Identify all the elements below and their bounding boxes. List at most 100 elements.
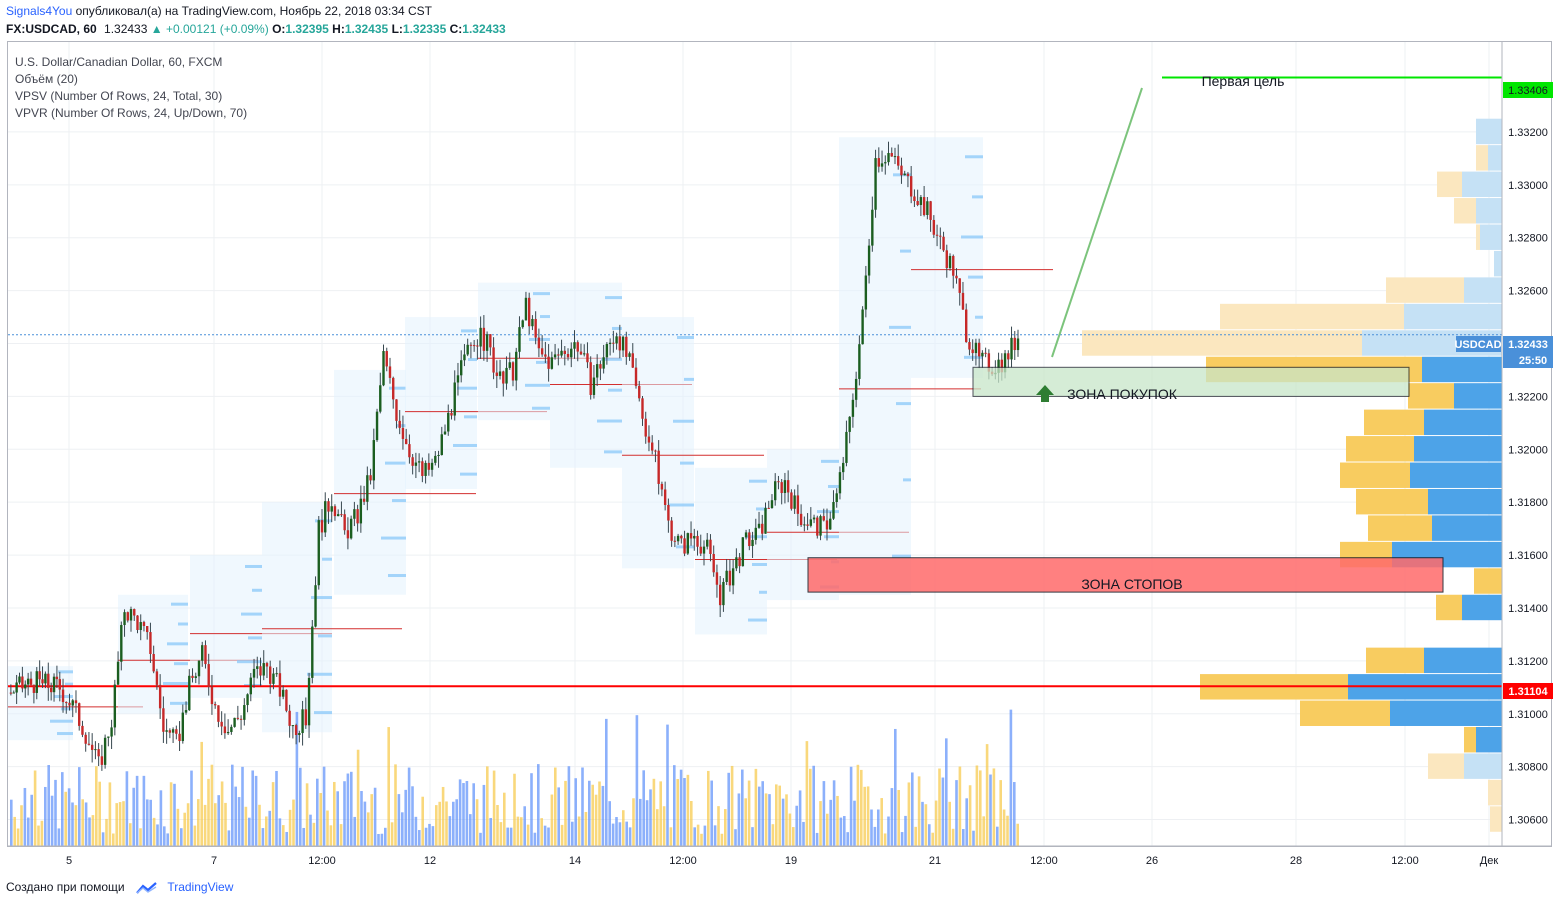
candle-body [884,162,887,164]
session-profile-bar [601,357,622,361]
volume-bar [71,802,74,846]
candle-body [754,527,757,540]
volume-bar [812,765,815,846]
candle-body [531,318,534,327]
candle-body [929,201,932,220]
volume-bar [703,825,707,846]
candle-body [508,362,511,368]
candle-body [443,431,447,435]
volume-bar [710,780,713,846]
session-profile-bar [241,612,262,616]
volume-bar [996,826,999,846]
volume-bar [985,744,989,846]
volume-bar [227,830,231,846]
candle-body [702,546,706,554]
volume-bar [363,801,367,846]
candle-body [178,733,181,742]
session-profile-bar [322,557,332,561]
volume-bar [492,770,496,846]
volume-bar [707,770,710,846]
session-profile-bar [252,588,262,592]
volume-bar [139,828,142,846]
volume-bar [815,832,819,846]
tradingview-logo-icon [136,882,157,894]
legend-vpsv[interactable]: VPSV (Number Of Rows, 24, Total, 30) [15,89,223,103]
candle-body [537,337,541,349]
candle-body [502,371,505,384]
candle-body [460,360,463,376]
candle-body [417,461,421,463]
volume-bar [149,799,152,846]
candle-body [942,236,945,251]
session-profile-bar [608,388,622,392]
symbol: FX:USDCAD, 60 [6,22,97,36]
candle-body [456,375,460,383]
volume-bar [717,806,720,846]
volume-bar [700,833,703,846]
candle-body [71,700,74,706]
candle-body [829,518,832,530]
volume-bar [907,782,911,846]
session-box [405,317,477,489]
candle-body [867,245,871,276]
candle-body [777,481,780,483]
candle-body [401,427,405,439]
open-value: 1.32395 [285,22,329,36]
volume-bar [1006,815,1009,846]
volume-bar [125,771,129,846]
candle-body [90,744,94,750]
candle-body [213,704,217,706]
volume-bar [163,826,166,846]
volume-bar [934,800,938,846]
candle-body [968,342,971,350]
price-tag-current-text: 1.32433 [1508,339,1548,351]
session-profile-bar [389,386,406,390]
volume-bar [258,804,261,846]
volume-bar [234,786,237,846]
volume-bar [628,827,632,846]
legend-title[interactable]: U.S. Dollar/Canadian Dollar, 60, FXCM [15,55,223,69]
candle-body [311,626,314,678]
candle-body [618,336,622,351]
vpvr-row-up [1408,383,1454,409]
footer-tradingview-link[interactable]: TradingView [167,880,234,894]
session-profile-bar [381,536,406,540]
session-profile-bar [759,590,767,594]
legend-volume[interactable]: Объём (20) [15,72,78,86]
zones [807,366,1444,593]
candle-body [379,385,382,412]
candle-body [126,612,129,621]
candle-body [356,509,359,524]
candle-body [15,682,18,693]
low-value: 1.32335 [402,22,447,36]
candle-body [372,440,376,481]
x-tick-label: 21 [929,855,941,867]
brand-link[interactable]: Signals4You [6,4,73,18]
candle-body [650,442,654,451]
candle-body [1010,337,1013,360]
candle-body [751,539,754,547]
volume-bar [584,811,588,846]
up-arrow-icon [1036,385,1054,402]
session-box [695,467,767,635]
vpvr-row-up [1346,436,1414,462]
candle-body [41,679,44,684]
candle-body [291,725,295,727]
candle-body [890,153,893,157]
vpvr-row-up [1476,224,1480,250]
volume-bar [846,832,849,846]
session-profile-bar [178,622,188,626]
price-tag-target-text: 1.33406 [1508,85,1548,97]
session-profile-bar [748,618,767,622]
volume-bar [938,768,941,846]
candle-body [233,717,236,727]
candle-body [194,676,197,678]
legend-vpvr[interactable]: VPVR (Number Of Rows, 24, Up/Down, 70) [15,106,248,120]
volume-bar [95,766,98,846]
candle-body [165,730,168,732]
vpvr-row-down [1464,277,1502,303]
candle-body [563,350,566,354]
y-tick-label: 1.32200 [1508,391,1548,403]
volume-bar [788,813,792,846]
